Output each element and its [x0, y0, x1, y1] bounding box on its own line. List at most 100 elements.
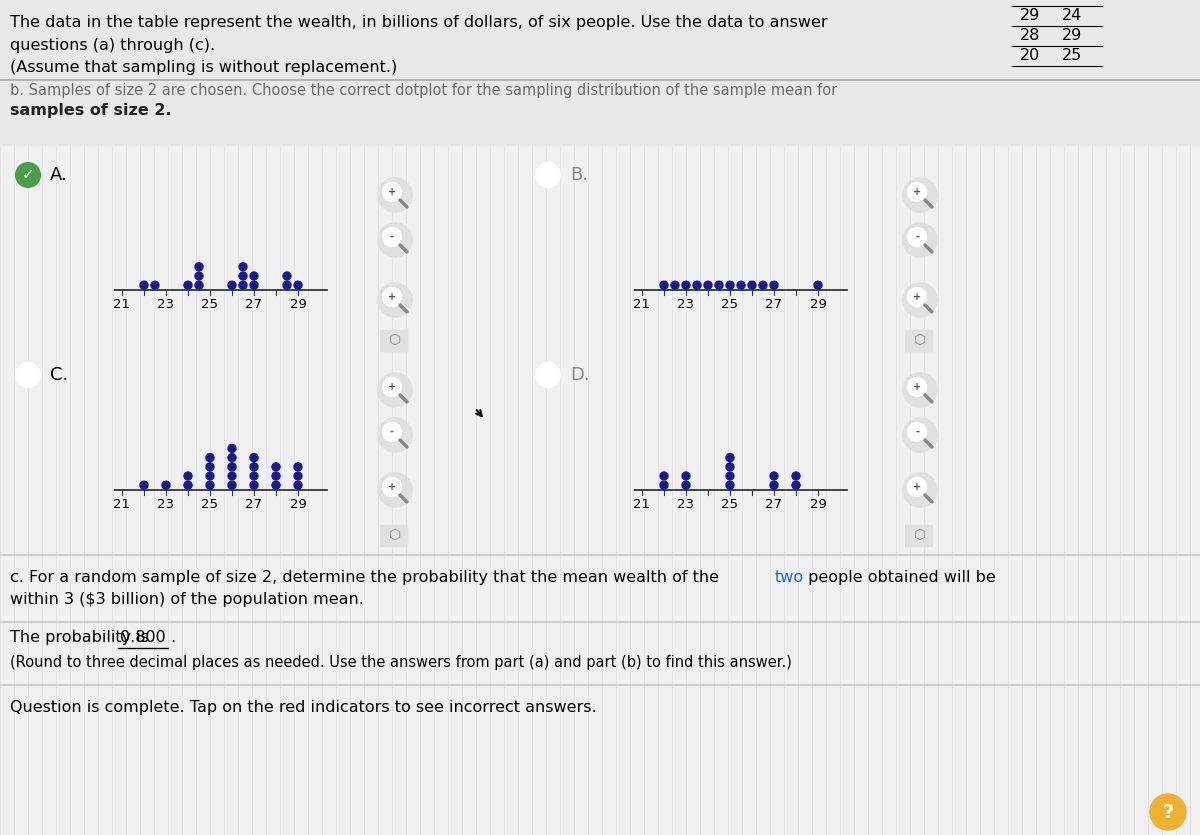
- Circle shape: [904, 473, 937, 507]
- Text: b. Samples of size 2 are chosen. Choose the correct dotplot for the sampling dis: b. Samples of size 2 are chosen. Choose …: [10, 83, 838, 98]
- Circle shape: [140, 281, 148, 289]
- Text: c. For a random sample of size 2, determine the probability that the mean wealth: c. For a random sample of size 2, determ…: [10, 570, 724, 585]
- Circle shape: [907, 228, 926, 246]
- Text: within 3 ($3 billion) of the population mean.: within 3 ($3 billion) of the population …: [10, 592, 364, 607]
- Text: +: +: [388, 187, 396, 197]
- Bar: [905, 524, 932, 545]
- Bar: [0, 0, 1200, 145]
- Text: two: two: [775, 570, 804, 585]
- Circle shape: [383, 377, 401, 397]
- Text: The probability is: The probability is: [10, 630, 154, 645]
- Circle shape: [704, 281, 712, 289]
- Circle shape: [760, 281, 767, 289]
- Circle shape: [162, 481, 170, 489]
- Text: 27: 27: [766, 498, 782, 511]
- Circle shape: [250, 463, 258, 471]
- Circle shape: [907, 287, 926, 306]
- Text: ⬡: ⬡: [389, 528, 401, 542]
- Text: (Assume that sampling is without replacement.): (Assume that sampling is without replace…: [10, 60, 397, 75]
- Circle shape: [239, 272, 247, 280]
- Text: ⬡: ⬡: [914, 528, 926, 542]
- Circle shape: [184, 281, 192, 289]
- Circle shape: [660, 481, 668, 489]
- Text: 21: 21: [634, 498, 650, 511]
- Circle shape: [536, 363, 560, 387]
- Circle shape: [904, 283, 937, 317]
- Text: (Round to three decimal places as needed. Use the answers from part (a) and part: (Round to three decimal places as needed…: [10, 655, 792, 670]
- Text: 27: 27: [246, 498, 263, 511]
- Text: -: -: [390, 232, 394, 242]
- Circle shape: [228, 481, 236, 489]
- Text: ✓: ✓: [22, 168, 35, 183]
- Circle shape: [792, 472, 800, 480]
- Text: Question is complete. Tap on the red indicators to see incorrect answers.: Question is complete. Tap on the red ind…: [10, 700, 596, 715]
- Text: 23: 23: [157, 498, 174, 511]
- Circle shape: [715, 281, 722, 289]
- Bar: [905, 330, 932, 351]
- Circle shape: [206, 453, 214, 462]
- Circle shape: [726, 463, 734, 471]
- Circle shape: [14, 162, 41, 188]
- Circle shape: [294, 472, 302, 480]
- Circle shape: [378, 418, 412, 452]
- Circle shape: [792, 481, 800, 489]
- Circle shape: [184, 481, 192, 489]
- Circle shape: [814, 281, 822, 289]
- Circle shape: [904, 178, 937, 212]
- Circle shape: [904, 373, 937, 407]
- Circle shape: [904, 223, 937, 257]
- Circle shape: [907, 377, 926, 397]
- Circle shape: [907, 423, 926, 442]
- Text: C.: C.: [50, 366, 68, 384]
- Circle shape: [239, 263, 247, 271]
- Text: 24: 24: [1062, 8, 1082, 23]
- Text: 25: 25: [1062, 48, 1082, 63]
- Text: ⬡: ⬡: [914, 333, 926, 347]
- Circle shape: [726, 453, 734, 462]
- Circle shape: [383, 287, 401, 306]
- Text: +: +: [388, 292, 396, 302]
- Text: 25: 25: [202, 498, 218, 511]
- Circle shape: [194, 263, 203, 271]
- Circle shape: [206, 481, 214, 489]
- Text: people obtained will be: people obtained will be: [803, 570, 996, 585]
- Circle shape: [250, 272, 258, 280]
- Circle shape: [272, 472, 280, 480]
- Circle shape: [907, 478, 926, 496]
- Circle shape: [294, 481, 302, 489]
- Text: ?: ?: [1163, 802, 1174, 822]
- Text: -: -: [916, 232, 919, 242]
- Text: 25: 25: [202, 298, 218, 311]
- Circle shape: [272, 463, 280, 471]
- Text: +: +: [913, 482, 922, 492]
- Text: 29: 29: [810, 498, 827, 511]
- Text: B.: B.: [570, 166, 588, 184]
- Text: +: +: [913, 292, 922, 302]
- Circle shape: [378, 373, 412, 407]
- Text: 25: 25: [721, 298, 738, 311]
- Circle shape: [383, 183, 401, 201]
- Text: questions (a) through (c).: questions (a) through (c).: [10, 38, 215, 53]
- Text: 21: 21: [634, 298, 650, 311]
- Circle shape: [228, 472, 236, 480]
- Circle shape: [250, 281, 258, 289]
- Circle shape: [250, 453, 258, 462]
- Circle shape: [536, 163, 560, 187]
- Circle shape: [184, 472, 192, 480]
- Circle shape: [283, 272, 292, 280]
- Text: 23: 23: [678, 498, 695, 511]
- Circle shape: [904, 418, 937, 452]
- Circle shape: [378, 223, 412, 257]
- Circle shape: [294, 281, 302, 289]
- Circle shape: [660, 281, 668, 289]
- Text: 27: 27: [766, 298, 782, 311]
- Circle shape: [151, 281, 158, 289]
- Circle shape: [16, 363, 40, 387]
- Circle shape: [671, 281, 679, 289]
- Circle shape: [194, 272, 203, 280]
- Text: 23: 23: [678, 298, 695, 311]
- Circle shape: [228, 463, 236, 471]
- Text: A.: A.: [50, 166, 67, 184]
- Circle shape: [682, 281, 690, 289]
- Circle shape: [660, 472, 668, 480]
